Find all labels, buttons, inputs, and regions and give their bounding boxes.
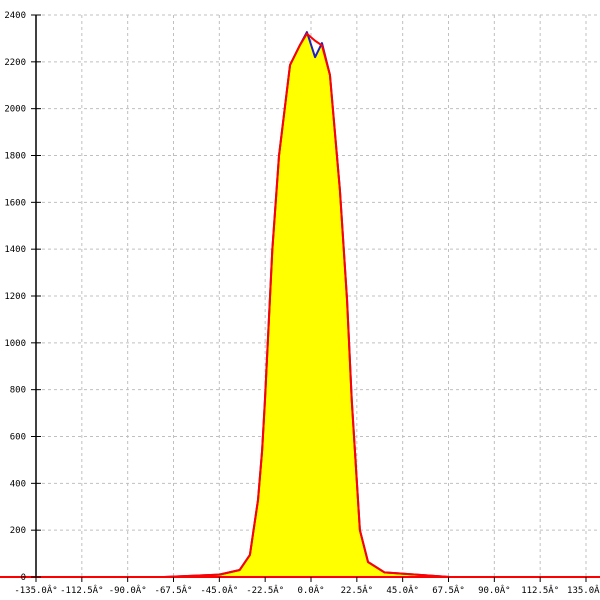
area-fill-path	[164, 32, 450, 577]
series-lines	[0, 31, 600, 578]
x-tick-label: -112.5Â°	[60, 584, 103, 596]
y-tick-label: 2400	[4, 11, 26, 21]
x-tick-label: 90.0Â°	[478, 584, 511, 596]
x-tick-label: -135.0Â°	[14, 584, 57, 596]
x-tick-label: -90.0Â°	[109, 584, 147, 596]
x-tick-label: 0.0Â°	[297, 584, 324, 596]
x-tick-label: 45.0Â°	[386, 584, 419, 596]
y-tick-label: 0	[21, 573, 26, 583]
fit-line	[36, 32, 586, 578]
y-tick-label: 1400	[4, 245, 26, 255]
x-tick-label: 22.5Â°	[341, 584, 374, 596]
x-tick-label: -45.0Â°	[200, 584, 238, 596]
x-tick-label: -22.5Â°	[246, 584, 284, 596]
y-tick-label: 600	[10, 433, 26, 443]
y-tick-label: 200	[10, 526, 26, 536]
x-tick-label: 67.5Â°	[432, 584, 465, 596]
y-tick-label: 1000	[4, 339, 26, 349]
x-tick-label: -67.5Â°	[155, 584, 193, 596]
tick-labels: -135.0Â° -112.5Â° -90.0Â° -67.5Â° -45.0Â° -22…	[4, 11, 600, 596]
y-tick-label: 2200	[4, 58, 26, 68]
x-tick-label: 112.5Â°	[521, 584, 559, 596]
x-tick-label: 135.0Â°	[567, 584, 600, 596]
y-tick-label: 800	[10, 386, 26, 396]
axes	[31, 14, 587, 582]
y-tick-label: 400	[10, 479, 26, 489]
y-tick-label: 1800	[4, 152, 26, 162]
y-tick-label: 1600	[4, 198, 26, 208]
y-tick-label: 2000	[4, 105, 26, 115]
y-tick-label: 1200	[4, 292, 26, 302]
area-fill	[164, 32, 450, 577]
